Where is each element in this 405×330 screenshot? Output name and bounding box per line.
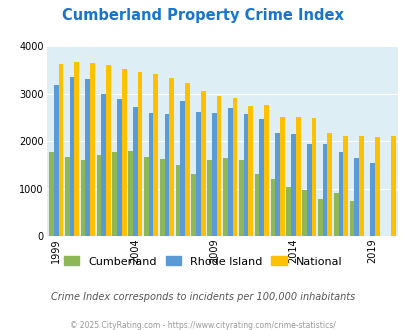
- Bar: [338, 152, 343, 236]
- Bar: [227, 108, 232, 236]
- Bar: [295, 117, 300, 236]
- Bar: [207, 160, 211, 236]
- Bar: [275, 133, 279, 236]
- Text: © 2025 CityRating.com - https://www.cityrating.com/crime-statistics/: © 2025 CityRating.com - https://www.city…: [70, 321, 335, 330]
- Bar: [74, 62, 79, 236]
- Bar: [374, 137, 379, 236]
- Bar: [132, 107, 137, 236]
- Bar: [81, 160, 85, 236]
- Bar: [117, 99, 121, 236]
- Bar: [390, 136, 394, 236]
- Bar: [106, 65, 111, 236]
- Bar: [349, 201, 354, 236]
- Bar: [216, 96, 221, 236]
- Bar: [49, 151, 54, 236]
- Bar: [144, 157, 148, 236]
- Bar: [211, 113, 216, 236]
- Bar: [286, 187, 290, 236]
- Bar: [290, 134, 295, 236]
- Bar: [259, 119, 264, 236]
- Bar: [180, 101, 185, 236]
- Legend: Cumberland, Rhode Island, National: Cumberland, Rhode Island, National: [64, 256, 341, 267]
- Bar: [90, 63, 95, 236]
- Bar: [153, 74, 158, 236]
- Bar: [358, 136, 363, 236]
- Bar: [301, 190, 306, 236]
- Bar: [96, 155, 101, 236]
- Bar: [279, 117, 284, 236]
- Bar: [200, 91, 205, 236]
- Bar: [243, 114, 248, 236]
- Bar: [322, 145, 327, 236]
- Bar: [160, 159, 164, 236]
- Bar: [343, 136, 347, 236]
- Bar: [264, 105, 268, 236]
- Bar: [54, 84, 58, 236]
- Bar: [169, 78, 174, 236]
- Bar: [369, 163, 374, 236]
- Bar: [196, 112, 200, 236]
- Bar: [112, 152, 117, 236]
- Bar: [122, 69, 126, 236]
- Bar: [137, 72, 142, 236]
- Text: Crime Index corresponds to incidents per 100,000 inhabitants: Crime Index corresponds to incidents per…: [51, 292, 354, 302]
- Bar: [333, 193, 338, 236]
- Bar: [254, 174, 259, 236]
- Bar: [85, 80, 90, 236]
- Bar: [185, 83, 190, 236]
- Bar: [317, 199, 322, 236]
- Bar: [232, 98, 237, 236]
- Bar: [191, 174, 196, 236]
- Bar: [270, 180, 275, 236]
- Bar: [311, 118, 315, 236]
- Text: Cumberland Property Crime Index: Cumberland Property Crime Index: [62, 8, 343, 23]
- Bar: [306, 144, 311, 236]
- Bar: [248, 106, 252, 236]
- Bar: [164, 114, 169, 236]
- Bar: [101, 94, 106, 236]
- Bar: [58, 64, 63, 236]
- Bar: [175, 165, 180, 236]
- Bar: [69, 77, 74, 236]
- Bar: [327, 133, 331, 236]
- Bar: [128, 150, 132, 236]
- Bar: [148, 113, 153, 236]
- Bar: [354, 158, 358, 236]
- Bar: [65, 157, 69, 236]
- Bar: [222, 158, 227, 236]
- Bar: [238, 160, 243, 236]
